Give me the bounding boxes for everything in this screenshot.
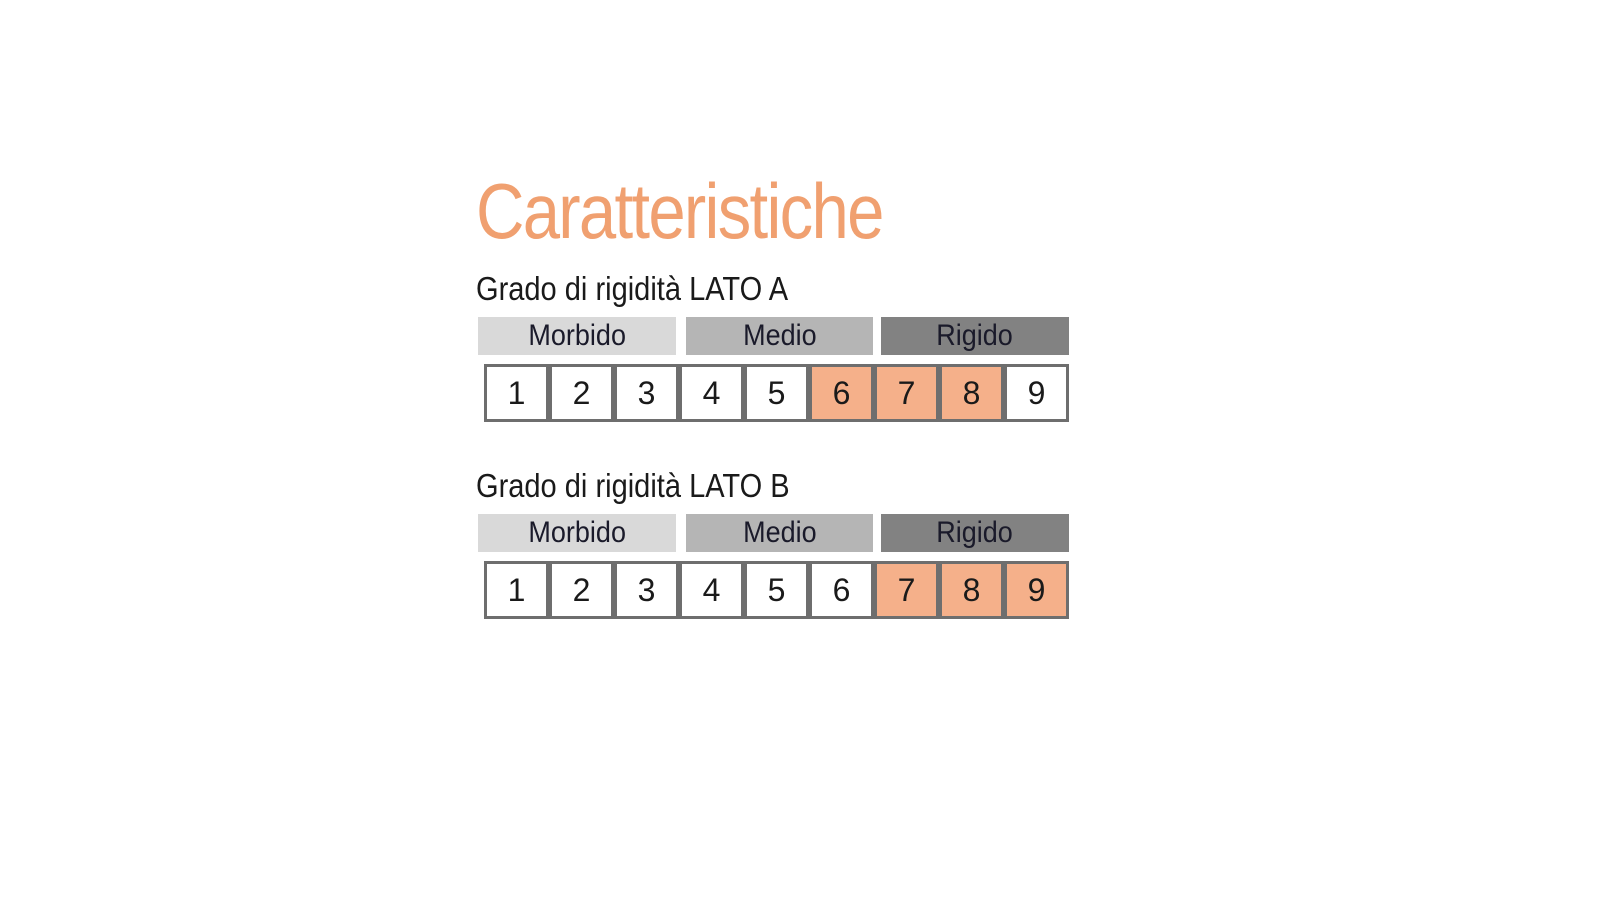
category-rigid: Rigido bbox=[881, 514, 1069, 552]
scale-cell-7: 7 bbox=[877, 367, 936, 419]
scale-cell-8: 8 bbox=[942, 367, 1001, 419]
scale-cell-2: 2 bbox=[552, 367, 611, 419]
category-medium: Medio bbox=[686, 514, 873, 552]
category-soft: Morbido bbox=[478, 317, 676, 355]
scale-cell-9: 9 bbox=[1007, 564, 1066, 616]
scale-label: Grado di rigidità LATO A bbox=[476, 270, 789, 307]
scale-cell-6: 6 bbox=[812, 367, 871, 419]
scale-cell-2: 2 bbox=[552, 564, 611, 616]
scale-cell-6: 6 bbox=[812, 564, 871, 616]
scale-cell-9: 9 bbox=[1007, 367, 1066, 419]
scale-cell-3: 3 bbox=[617, 564, 676, 616]
scale-cell-3: 3 bbox=[617, 367, 676, 419]
category-medium: Medio bbox=[686, 317, 873, 355]
scale-cell-4: 4 bbox=[682, 367, 741, 419]
scale-cell-8: 8 bbox=[942, 564, 1001, 616]
category-soft: Morbido bbox=[478, 514, 676, 552]
scale-label: Grado di rigidità LATO B bbox=[476, 467, 790, 504]
scale-cell-5: 5 bbox=[747, 564, 806, 616]
scale-cell-1: 1 bbox=[487, 367, 546, 419]
scale-cell-5: 5 bbox=[747, 367, 806, 419]
page-title: Caratteristiche bbox=[476, 167, 884, 255]
scale-cell-7: 7 bbox=[877, 564, 936, 616]
scale-cell-4: 4 bbox=[682, 564, 741, 616]
scale-cell-1: 1 bbox=[487, 564, 546, 616]
category-rigid: Rigido bbox=[881, 317, 1069, 355]
